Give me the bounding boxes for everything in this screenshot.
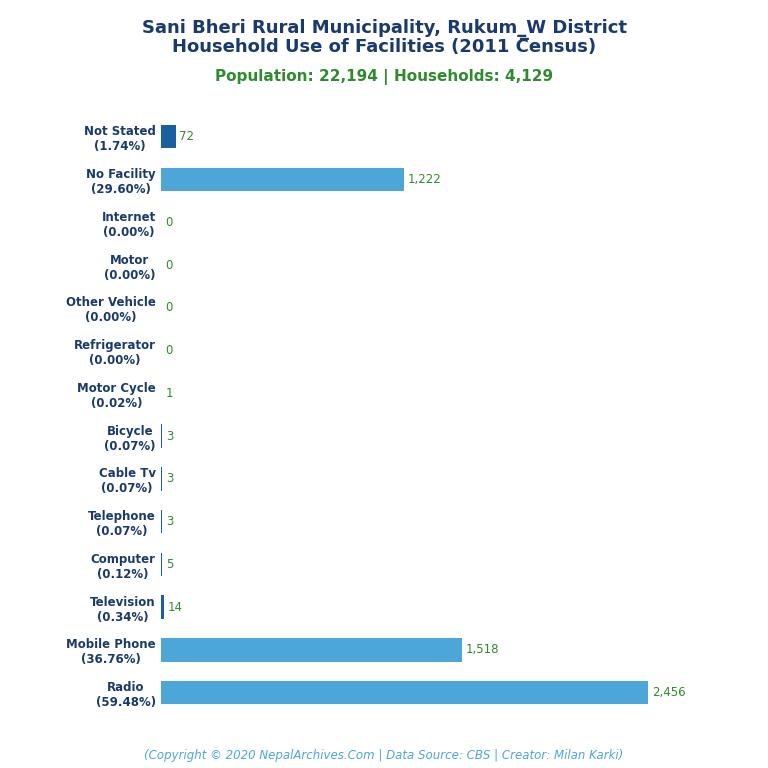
Text: 3: 3 bbox=[166, 515, 173, 528]
Text: 0: 0 bbox=[165, 344, 173, 357]
Text: Household Use of Facilities (2011 C̅ensus): Household Use of Facilities (2011 C̅ensu… bbox=[172, 38, 596, 56]
Text: Sani Bheri Rural Municipality, Rukum_W District: Sani Bheri Rural Municipality, Rukum_W D… bbox=[141, 19, 627, 37]
Text: 1,222: 1,222 bbox=[407, 173, 441, 186]
Bar bbox=[161, 681, 648, 704]
Text: 1,518: 1,518 bbox=[466, 644, 500, 657]
Text: 3: 3 bbox=[166, 472, 173, 485]
Text: 0: 0 bbox=[165, 301, 173, 314]
Bar bbox=[161, 638, 462, 662]
Text: 5: 5 bbox=[166, 558, 174, 571]
Bar bbox=[161, 125, 176, 148]
Text: 14: 14 bbox=[168, 601, 183, 614]
Bar bbox=[161, 167, 403, 191]
Text: 72: 72 bbox=[180, 131, 194, 144]
Text: (Copyright © 2020 NepalArchives.Com | Data Source: CBS | Creator: Milan Karki): (Copyright © 2020 NepalArchives.Com | Da… bbox=[144, 749, 624, 762]
Text: 1: 1 bbox=[165, 387, 173, 400]
Text: 0: 0 bbox=[165, 216, 173, 229]
Text: Population: 22,194 | Households: 4,129: Population: 22,194 | Households: 4,129 bbox=[215, 69, 553, 85]
Text: 0: 0 bbox=[165, 259, 173, 272]
Text: 3: 3 bbox=[166, 429, 173, 442]
Bar bbox=[161, 595, 164, 619]
Bar bbox=[161, 553, 162, 576]
Text: 2,456: 2,456 bbox=[652, 686, 686, 699]
